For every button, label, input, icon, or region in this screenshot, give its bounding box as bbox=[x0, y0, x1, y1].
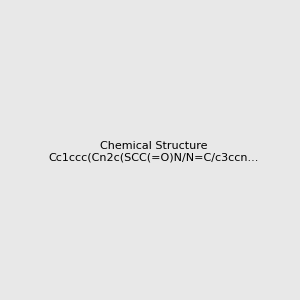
Text: Chemical Structure
Cc1ccc(Cn2c(SCC(=O)N/N=C/c3ccn...: Chemical Structure Cc1ccc(Cn2c(SCC(=O)N/… bbox=[49, 141, 259, 162]
